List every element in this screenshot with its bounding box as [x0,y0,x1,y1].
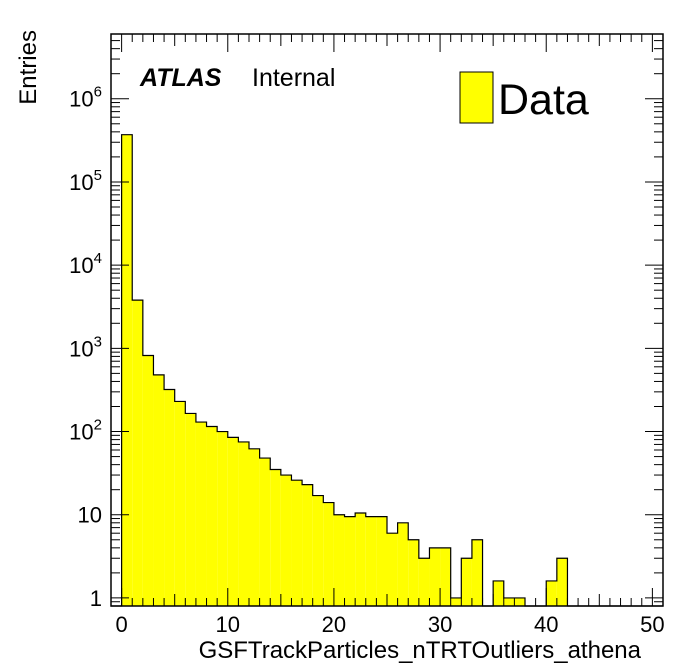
histogram-bar [302,484,313,606]
histogram-bar [153,374,165,606]
y-tick-label: 1 [90,586,102,611]
histogram-bar [323,502,334,606]
histogram-bar [450,597,462,606]
histogram-bar [440,547,451,606]
histogram-bar [121,134,133,606]
histogram-bar [238,441,249,606]
histogram-bar [546,580,557,606]
histogram-bar [503,597,515,606]
y-tick-label: 103 [69,333,102,361]
y-tick-label: 102 [69,417,102,445]
histogram-bar [291,480,303,606]
histogram-bar [249,448,260,606]
atlas-label: ATLAS [139,64,222,92]
histogram-bar [164,389,175,606]
internal-label: Internal [252,64,335,92]
histogram-bar [355,512,366,606]
legend-swatch [459,71,494,124]
histogram-bar [387,533,398,606]
x-tick-label: 40 [534,612,558,637]
histogram-bar [312,495,324,606]
y-tick-label: 106 [69,84,102,112]
x-tick-label: 0 [115,612,127,637]
x-tick-label: 10 [216,612,240,637]
histogram-bar [471,539,483,606]
y-tick-label: 104 [69,250,102,278]
x-tick-label: 30 [428,612,452,637]
histogram-bar [227,437,239,606]
y-axis-title: Entries [15,30,42,105]
histogram-bar [365,516,377,606]
legend-label: Data [498,76,589,124]
histogram-bar [408,539,419,606]
histogram-bar [185,413,196,606]
histogram-bar [418,558,430,606]
histogram-bar [333,514,345,606]
histogram-bar [142,355,154,606]
x-tick-label: 20 [322,612,346,637]
histogram-bar [206,426,218,606]
histogram-bar [397,522,409,606]
histogram-bar [217,431,228,606]
histogram-bar [132,300,143,606]
histogram-bar [344,516,356,606]
y-tick-label: 10 [78,503,102,528]
histogram-bar [259,458,271,606]
histogram-bar [270,469,281,606]
x-axis-title: GSFTrackParticles_nTRTOutliers_athena [199,637,642,664]
histogram-bar [429,547,441,606]
histogram-bar [174,401,186,606]
histogram-bars [111,134,663,607]
tick-labels: 0 10 20 30 40 50 1 10 102 103 104 105 106 [69,84,664,637]
histogram-bar [556,558,568,606]
y-tick-label: 105 [69,167,102,195]
histogram-bar [493,580,504,606]
x-tick-label: 50 [640,612,664,637]
histogram-bar [461,558,472,606]
histogram-bar [280,475,292,606]
axes-ticks [110,33,664,607]
histogram-bar [514,597,525,606]
histogram-bar [376,516,387,606]
histogram-bar [195,422,207,606]
